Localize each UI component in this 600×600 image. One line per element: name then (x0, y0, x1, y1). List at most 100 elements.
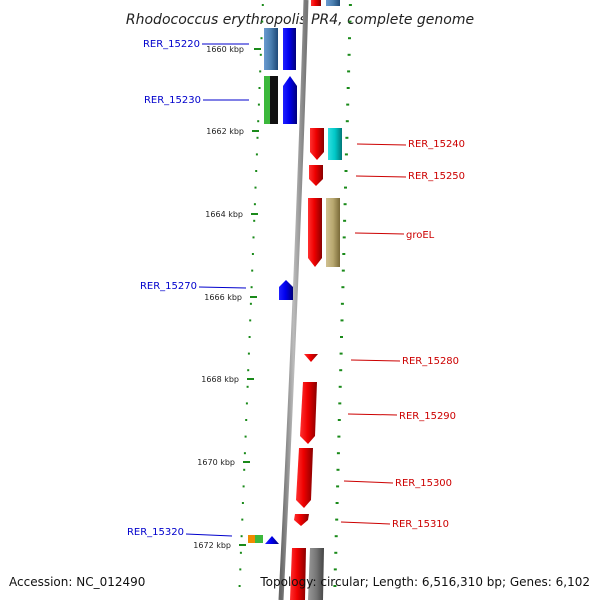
label-connector (185, 533, 233, 537)
gene-label-RER_15290[interactable]: RER_15290 (399, 411, 456, 422)
gene-arrow-RER_15320[interactable] (265, 536, 279, 544)
minor-tick (249, 302, 252, 305)
gene-label-RER_15310[interactable]: RER_15310 (392, 519, 449, 530)
cog-feature (326, 198, 340, 267)
minor-tick (257, 120, 260, 123)
label-connector (347, 413, 398, 416)
minor-tick (348, 20, 352, 23)
major-tick (239, 544, 246, 546)
minor-tick (242, 485, 245, 488)
accession-text: Accession: NC_012490 (9, 575, 145, 589)
minor-tick (346, 87, 350, 89)
gene-label-RER_15320[interactable]: RER_15320 (127, 527, 184, 538)
minor-tick (335, 502, 339, 504)
kbp-label: 1670 kbp (197, 458, 235, 467)
minor-tick (255, 170, 258, 172)
minor-tick (239, 551, 242, 554)
minor-tick (241, 518, 244, 521)
minor-tick (342, 236, 346, 239)
gene-label-groEL[interactable]: groEL (406, 230, 435, 241)
gene-label-RER_15230[interactable]: RER_15230 (144, 95, 201, 106)
minor-tick (238, 585, 241, 587)
kbp-label: 1668 kbp (201, 375, 239, 384)
kbp-label: 1662 kbp (206, 127, 244, 136)
minor-tick (347, 53, 351, 56)
minor-tick (348, 4, 352, 6)
minor-tick (337, 435, 341, 438)
kbp-label: 1660 kbp (206, 45, 244, 54)
minor-tick (258, 87, 261, 89)
minor-tick (344, 186, 347, 189)
minor-tick (246, 385, 249, 388)
minor-tick (248, 336, 251, 338)
minor-tick (346, 103, 350, 106)
label-connector (340, 521, 391, 525)
gene-arrow-groEL[interactable] (308, 198, 322, 267)
gene-arrow-RER_15280[interactable] (304, 354, 318, 362)
forward-strand-genes (290, 0, 342, 600)
minor-tick (255, 153, 258, 156)
cog-feature (248, 535, 255, 543)
cog-feature (328, 128, 342, 160)
minor-tick (261, 4, 264, 6)
kbp-label: 1672 kbp (193, 541, 231, 550)
gene-arrow-RER_15230[interactable] (283, 76, 297, 124)
gene-label-RER_15300[interactable]: RER_15300 (395, 478, 452, 489)
minor-tick (343, 203, 347, 206)
minor-tick (245, 402, 248, 405)
minor-tick (251, 269, 254, 272)
minor-tick (333, 568, 337, 571)
minor-tick (333, 585, 337, 587)
gene-arrow-RER_15250[interactable] (309, 165, 323, 186)
minor-tick (347, 70, 351, 73)
gene-arrow-RER_15270[interactable] (279, 280, 293, 300)
minor-tick (247, 352, 250, 355)
minor-tick (245, 419, 248, 421)
minor-tick (334, 551, 338, 554)
minor-tick (252, 236, 255, 239)
reverse-strand-genes (248, 28, 297, 544)
gene-arrow-RER_15220[interactable] (283, 28, 296, 70)
minor-tick (344, 153, 348, 156)
major-tick (252, 130, 259, 132)
gene-arrow-RER_15290[interactable] (300, 382, 317, 444)
minor-tick (247, 369, 250, 372)
minor-tick (336, 452, 340, 455)
minor-tick (241, 502, 244, 504)
map-title: Rhodococcus erythropolis PR4, complete g… (126, 12, 474, 28)
gene-arrow-RER_15240[interactable] (310, 128, 324, 160)
minor-tick-marks (238, 4, 352, 587)
minor-tick (336, 485, 340, 488)
minor-tick (340, 336, 343, 338)
label-connector (355, 175, 407, 178)
gene-arrow-RER_15300[interactable] (296, 448, 313, 508)
gene-label-RER_15270[interactable]: RER_15270 (140, 281, 197, 292)
reverse-gene-labels: RER_15220 RER_15230 RER_15270 RER_15320 (127, 39, 249, 538)
minor-tick (342, 253, 346, 255)
gene-label-RER_15250[interactable]: RER_15250 (408, 171, 465, 182)
gene-label-RER_15280[interactable]: RER_15280 (402, 356, 459, 367)
minor-tick (334, 535, 338, 538)
minor-tick (250, 286, 253, 289)
minor-tick (339, 352, 343, 355)
label-connector (343, 480, 394, 484)
minor-tick (337, 419, 341, 421)
minor-tick (345, 120, 349, 123)
cog-feature (326, 0, 340, 6)
gene-arrow-partial (290, 548, 306, 600)
gene-arrow-RER_15310[interactable] (294, 514, 309, 526)
major-tick (254, 48, 261, 50)
minor-tick (253, 203, 256, 206)
minor-tick (240, 535, 243, 538)
minor-tick (261, 20, 264, 23)
gene-label-RER_15240[interactable]: RER_15240 (408, 139, 465, 150)
minor-tick (343, 219, 347, 222)
label-connector (198, 286, 247, 289)
minor-tick (239, 568, 242, 571)
minor-tick (243, 468, 246, 471)
gene-label-RER_15220[interactable]: RER_15220 (143, 39, 200, 50)
minor-tick (256, 136, 259, 139)
minor-tick (338, 385, 342, 388)
minor-tick (341, 269, 345, 272)
